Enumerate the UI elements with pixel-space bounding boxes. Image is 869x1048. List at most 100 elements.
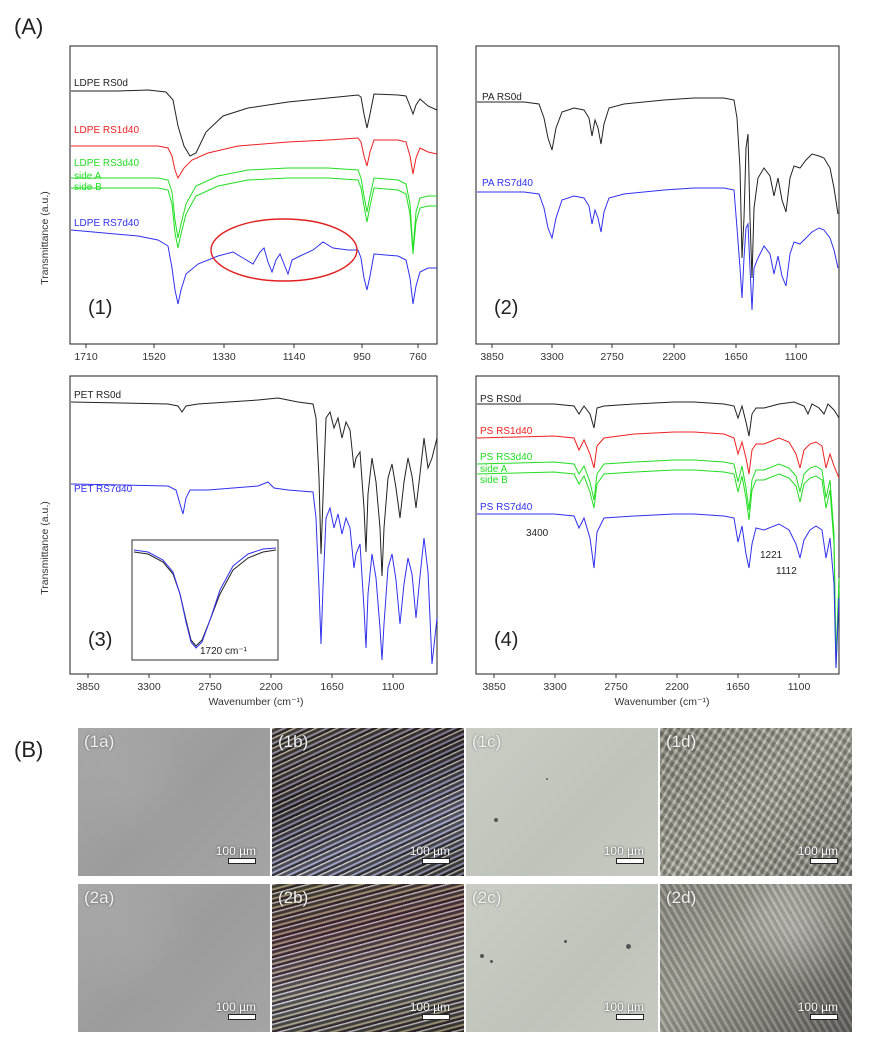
y-axis-label: Transmittance (a.u.) — [39, 191, 51, 285]
chart-pa-svg: 3850 3300 2750 2200 1650 1100 PA RS0d PA… — [475, 45, 840, 363]
chart-ldpe-svg: Transmittance (a.u.) 1710 1520 1330 1140… — [39, 45, 438, 363]
series-label: LDPE RS7d40 — [74, 218, 139, 229]
x-tick-label: 2200 — [662, 351, 686, 363]
series-label: PET RS0d — [74, 390, 121, 401]
x-tick-label: 2750 — [604, 681, 628, 693]
x-tick-label: 760 — [409, 351, 427, 363]
x-tick-label: 3850 — [76, 681, 100, 693]
series-label: side B — [74, 182, 102, 193]
y-axis-label: Transmittance (a.u.) — [39, 501, 51, 595]
particle-dot — [494, 818, 498, 822]
x-ticks: 3850 3300 2750 2200 1650 1100 — [76, 674, 404, 693]
section-label-a: (A) — [14, 14, 44, 39]
scale-bar — [616, 858, 644, 864]
series-line-ps-rs0d — [477, 401, 840, 437]
highlight-ellipse — [210, 218, 358, 282]
micrograph-tag: (2a) — [84, 888, 115, 907]
chart-pet: Transmittance (a.u.) 3850 3300 2750 2200… — [28, 358, 462, 708]
scale-label: 100 µm — [603, 1000, 644, 1014]
micrograph-2c: (2c) 100 µm — [466, 884, 658, 1032]
x-tick-label: 1140 — [283, 351, 306, 363]
chart-pa: 3850 3300 2750 2200 1650 1100 PA RS0d PA… — [434, 28, 868, 372]
x-axis-label: Wavenumber (cm⁻¹) — [209, 696, 304, 708]
x-tick-label: 1520 — [142, 351, 166, 363]
micrograph-2b: (2b) 100 µm — [272, 884, 464, 1032]
micrograph-1d: (1d) 100 µm — [660, 728, 852, 876]
series-line-ps-rs1d40 — [476, 431, 840, 479]
series-line-ldpe-rs0d — [71, 89, 438, 157]
series-label: side A — [74, 171, 102, 182]
micrograph-tag: (2d) — [666, 888, 697, 907]
series-label: side B — [480, 475, 508, 486]
panel-tag: (4) — [494, 629, 518, 651]
particle-dot — [490, 960, 493, 963]
chart-ldpe: Transmittance (a.u.) 1710 1520 1330 1140… — [28, 28, 462, 372]
micrograph-2d: (2d) 100 µm — [660, 884, 852, 1032]
x-tick-label: 1330 — [212, 351, 236, 363]
series-label: PET RS7d40 — [74, 484, 133, 495]
x-tick-label: 2200 — [259, 681, 283, 693]
plot-frame — [69, 375, 438, 675]
inset-frame — [131, 539, 279, 661]
x-tick-label: 3850 — [480, 351, 504, 363]
particle-dot — [546, 778, 548, 780]
series-line-ps-rs3d40-side-b — [476, 469, 840, 669]
micrograph-1b: (1b) 100 µm — [272, 728, 464, 876]
plot-frame — [475, 375, 840, 675]
series-label: LDPE RS3d40 — [74, 158, 139, 169]
annotation-1221: 1221 — [760, 550, 783, 561]
inset-line-blue — [133, 547, 277, 649]
series-label: LDPE RS0d — [74, 78, 128, 89]
scale-bar — [422, 858, 450, 864]
panel-tag: (2) — [494, 297, 518, 319]
micrograph-1c: (1c) 100 µm — [466, 728, 658, 876]
series-line-ps-rs3d40-side-a — [476, 459, 840, 659]
scale-label: 100 µm — [409, 1000, 450, 1014]
micrograph-grid: (1a) 100 µm (1b) 100 µm (1c) 100 µm (1d)… — [78, 728, 852, 1034]
x-tick-label: 1100 — [788, 681, 811, 693]
x-tick-label: 1100 — [785, 351, 808, 363]
scale-bar — [228, 1014, 256, 1020]
series-label: PS RS7d40 — [480, 502, 533, 513]
chart-ps-svg: 3850 3300 2750 2200 1650 1100 Wavenumber… — [475, 375, 840, 708]
x-tick-label: 2750 — [198, 681, 222, 693]
micrograph-tag: (1b) — [278, 732, 309, 751]
series-line-ldpe-rs3d40-side-b — [71, 177, 437, 255]
x-tick-label: 1650 — [320, 681, 344, 693]
x-axis-label: Wavenumber (cm⁻¹) — [615, 696, 710, 708]
x-tick-label: 3300 — [137, 681, 161, 693]
inset-annotation: 1720 cm⁻¹ — [200, 646, 248, 657]
series-line-ldpe-rs3d40-side-a — [71, 167, 437, 251]
series-label: LDPE RS1d40 — [74, 125, 139, 136]
micrograph-tag: (2b) — [278, 888, 309, 907]
series-label: side A — [480, 464, 508, 475]
series-line-pa-rs0d — [477, 97, 839, 279]
chart-pet-svg: Transmittance (a.u.) 3850 3300 2750 2200… — [39, 375, 438, 708]
micrograph-tag: (1c) — [472, 732, 502, 751]
series-line-ldpe-rs1d40 — [71, 137, 438, 180]
annotation-3400: 3400 — [526, 528, 549, 539]
panel-tag: (3) — [88, 629, 112, 651]
x-tick-label: 950 — [353, 351, 371, 363]
panel-tag: (1) — [88, 297, 112, 319]
particle-dot — [564, 940, 567, 943]
series-line-ldpe-rs7d40 — [70, 229, 437, 305]
scale-label: 100 µm — [409, 844, 450, 858]
series-label: PS RS1d40 — [480, 426, 533, 437]
plot-frame — [475, 45, 840, 345]
series-label: PA RS0d — [482, 92, 522, 103]
series-line-pa-rs7d40 — [477, 187, 839, 311]
x-tick-label: 1710 — [74, 351, 98, 363]
series-line-pet-rs0d — [70, 397, 438, 577]
micrograph-tag: (2c) — [472, 888, 502, 907]
scale-bar — [616, 1014, 644, 1020]
series-label: PS RS0d — [480, 394, 521, 405]
x-tick-label: 3300 — [543, 681, 567, 693]
x-ticks: 1710 1520 1330 1140 950 760 — [74, 344, 427, 363]
x-tick-label: 3850 — [482, 681, 506, 693]
scale-bar — [810, 858, 838, 864]
micrograph-1a: (1a) 100 µm — [78, 728, 270, 876]
section-label-b: (B) — [14, 737, 44, 762]
x-ticks: 3850 3300 2750 2200 1650 1100 — [482, 674, 810, 693]
scale-label: 100 µm — [215, 1000, 256, 1014]
